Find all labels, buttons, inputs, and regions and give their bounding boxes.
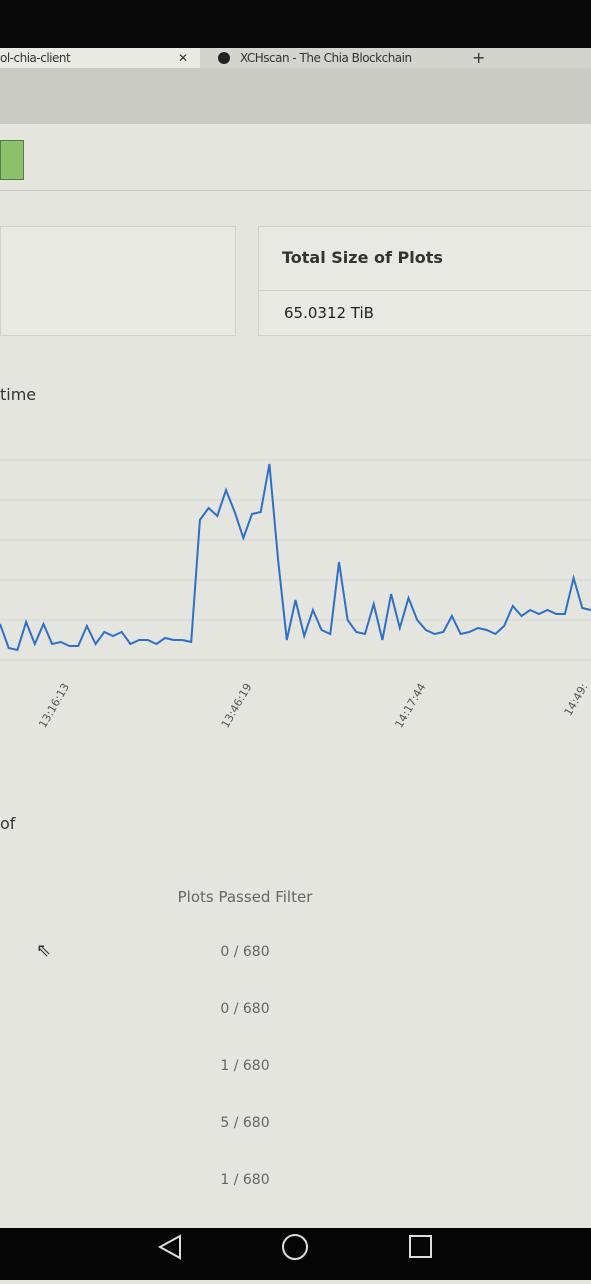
table-cell: 0 / 680 — [220, 944, 270, 960]
table-header: Plots Passed Filter — [177, 888, 313, 906]
chart-heading: time — [0, 385, 37, 404]
tab[interactable] — [0, 48, 200, 68]
card-divider — [258, 290, 591, 291]
grid — [0, 459, 591, 661]
back[interactable] — [157, 1234, 181, 1260]
section-heading: of — [0, 814, 16, 833]
table-cell: 5 / 680 — [220, 1115, 270, 1131]
x-tick-label: 13:16:13 — [36, 681, 72, 730]
table-cell: 1 / 680 — [220, 1172, 270, 1188]
x-tick-label: 14:17:44 — [393, 681, 429, 730]
card — [258, 226, 591, 336]
cursor: ⇖ — [36, 940, 52, 961]
x-tick-label: 14:49: — [562, 681, 591, 718]
x-tick-label: 13:46:19 — [219, 681, 255, 730]
tab-title[interactable]: XCHscan - The Chia Blockchain — [240, 51, 412, 65]
top-bar — [0, 0, 591, 48]
table-cell: 0 / 680 — [220, 1001, 270, 1017]
home[interactable] — [282, 1234, 308, 1260]
favicon — [218, 52, 230, 64]
tab-title: ol-chia-client — [0, 51, 71, 65]
recents[interactable] — [409, 1235, 432, 1258]
nav-icons — [157, 1234, 432, 1260]
tab-close[interactable]: ✕ — [178, 51, 188, 65]
toolbar — [0, 68, 591, 124]
chart: 13:16:13 13:46:19 14:17:44 14:49: — [0, 459, 591, 730]
table-cell: 1 / 680 — [220, 1058, 270, 1074]
card-title: Total Size of Plots — [282, 248, 443, 267]
nav-bar — [0, 1228, 591, 1280]
card-value: 65.0312 TiB — [284, 304, 374, 322]
button[interactable] — [0, 140, 24, 180]
card — [0, 226, 236, 336]
line — [0, 463, 591, 652]
new-tab[interactable]: + — [472, 48, 485, 67]
divider — [0, 190, 591, 191]
